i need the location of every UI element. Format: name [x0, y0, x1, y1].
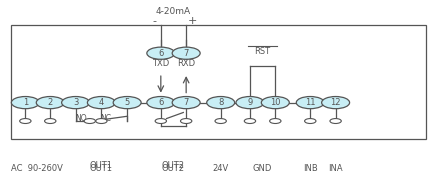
Circle shape	[87, 97, 115, 109]
Text: NC: NC	[100, 114, 111, 123]
Text: OUT1: OUT1	[90, 164, 113, 173]
Circle shape	[96, 119, 107, 124]
Text: 8: 8	[218, 98, 223, 107]
Text: 10: 10	[270, 98, 281, 107]
Text: OUT2: OUT2	[162, 161, 185, 170]
Circle shape	[305, 119, 316, 124]
Circle shape	[11, 97, 39, 109]
Circle shape	[172, 97, 200, 109]
Circle shape	[36, 97, 64, 109]
Circle shape	[45, 119, 56, 124]
Text: OUT1: OUT1	[90, 161, 113, 170]
Text: 5: 5	[125, 98, 130, 107]
Circle shape	[236, 97, 264, 109]
Circle shape	[244, 119, 256, 124]
Circle shape	[113, 97, 141, 109]
Circle shape	[215, 119, 226, 124]
Text: NO: NO	[75, 114, 87, 123]
Circle shape	[296, 97, 324, 109]
Circle shape	[270, 119, 281, 124]
Text: 1: 1	[23, 98, 28, 107]
Bar	[11, 25, 426, 139]
Circle shape	[207, 97, 235, 109]
Text: 6: 6	[158, 98, 163, 107]
Text: 3: 3	[73, 98, 78, 107]
Circle shape	[172, 47, 200, 59]
Text: INB: INB	[303, 164, 318, 173]
Circle shape	[20, 119, 31, 124]
Text: 11: 11	[305, 98, 316, 107]
Text: AC  90-260V: AC 90-260V	[11, 164, 63, 173]
Text: RST: RST	[255, 47, 271, 56]
Text: OUT2: OUT2	[162, 164, 185, 173]
Circle shape	[147, 97, 175, 109]
Circle shape	[84, 119, 95, 124]
Text: -: -	[152, 16, 156, 26]
Text: 2: 2	[48, 98, 53, 107]
Text: 4-20mA: 4-20mA	[156, 7, 191, 16]
Text: TXD: TXD	[152, 59, 170, 68]
Text: 9: 9	[247, 98, 253, 107]
Circle shape	[261, 97, 289, 109]
Circle shape	[180, 119, 192, 124]
Circle shape	[322, 97, 350, 109]
Text: 7: 7	[184, 98, 189, 107]
Text: 6: 6	[158, 49, 163, 58]
Text: +: +	[187, 16, 197, 26]
Circle shape	[147, 47, 175, 59]
Circle shape	[330, 119, 341, 124]
Text: 4: 4	[99, 98, 104, 107]
Circle shape	[155, 119, 166, 124]
Text: 24V: 24V	[212, 164, 229, 173]
Text: INA: INA	[328, 164, 343, 173]
Circle shape	[62, 97, 90, 109]
Text: GND: GND	[253, 164, 272, 173]
Text: RXD: RXD	[177, 59, 195, 68]
Text: 12: 12	[330, 98, 341, 107]
Text: 7: 7	[184, 49, 189, 58]
